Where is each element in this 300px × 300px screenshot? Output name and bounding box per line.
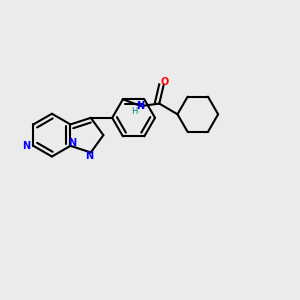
Text: N: N — [85, 151, 93, 161]
Text: H: H — [131, 107, 138, 116]
Text: N: N — [68, 138, 76, 148]
Text: N: N — [136, 101, 144, 111]
Text: O: O — [161, 77, 169, 87]
Text: N: N — [22, 141, 30, 151]
